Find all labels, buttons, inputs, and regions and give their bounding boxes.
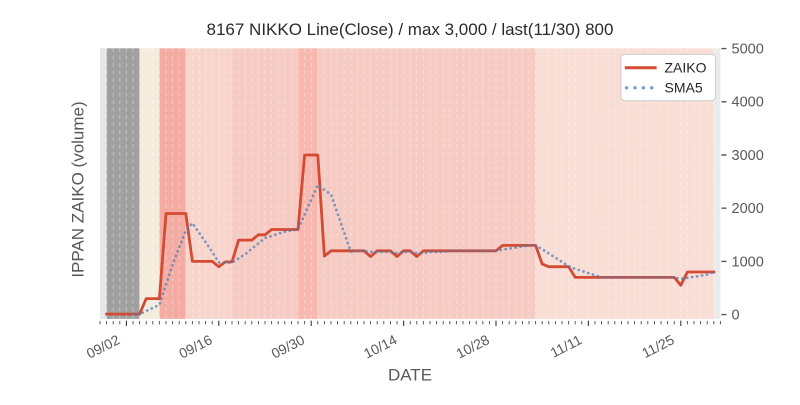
svg-text:DATE: DATE: [388, 366, 432, 385]
svg-text:5000: 5000: [732, 42, 764, 58]
svg-text:0: 0: [732, 308, 740, 324]
svg-text:IPPAN ZAIKO (volume): IPPAN ZAIKO (volume): [69, 101, 88, 277]
svg-text:8167 NIKKO Line(Close) / max 3: 8167 NIKKO Line(Close) / max 3,000 / las…: [207, 20, 614, 39]
svg-text:3000: 3000: [732, 148, 764, 164]
svg-text:4000: 4000: [732, 95, 764, 111]
svg-text:2000: 2000: [732, 201, 764, 217]
svg-text:1000: 1000: [732, 254, 764, 270]
svg-text:SMA5: SMA5: [665, 80, 703, 96]
svg-text:ZAIKO: ZAIKO: [665, 60, 707, 76]
